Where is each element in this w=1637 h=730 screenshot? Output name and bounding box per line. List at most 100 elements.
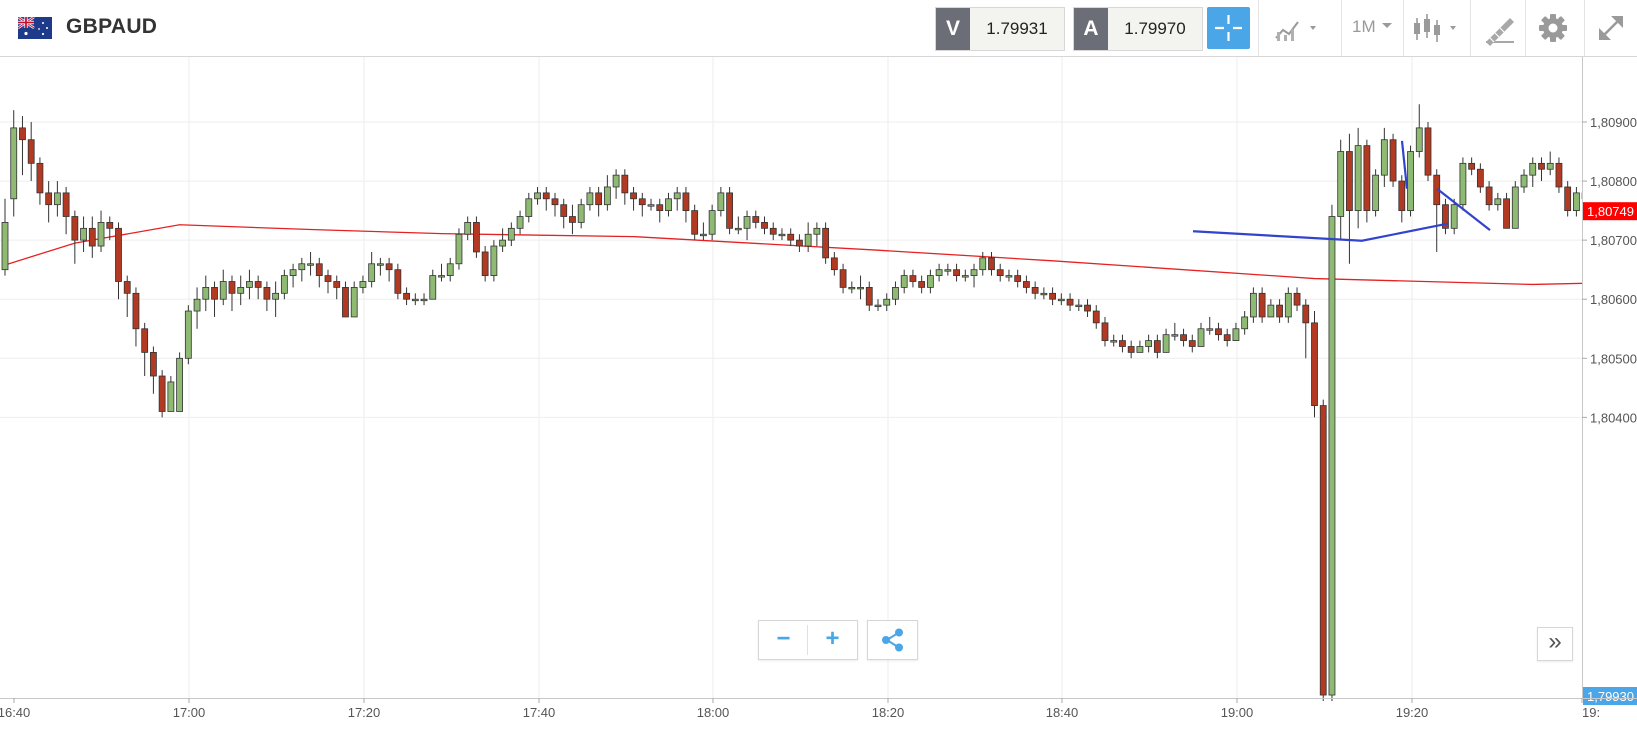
candle [1180, 328, 1187, 347]
share-icon [882, 628, 903, 652]
zoom-out-button[interactable]: − [776, 625, 791, 652]
candle [394, 263, 402, 300]
candle-body [167, 381, 175, 412]
candle-body [638, 198, 646, 206]
candle-body [1407, 151, 1414, 212]
candle [1363, 139, 1371, 223]
candle-body [115, 227, 122, 282]
buy-price-button[interactable]: A 1.79970 [1073, 7, 1203, 51]
chart-type-button[interactable] [1410, 8, 1468, 48]
crosshair-button[interactable] [1207, 7, 1250, 49]
candle [36, 157, 44, 205]
scroll-to-latest-button[interactable]: » [1537, 627, 1573, 661]
candle-body [1555, 162, 1563, 188]
time-tick-label: 18:40 [1046, 705, 1079, 720]
candle-body [1110, 340, 1118, 343]
candle [682, 186, 690, 223]
candle-body [944, 269, 952, 272]
candle [918, 275, 926, 294]
candle [167, 376, 175, 412]
candle-body [1066, 298, 1074, 306]
candle-body [464, 222, 472, 235]
candle [1372, 169, 1380, 217]
candle [1389, 133, 1397, 187]
candle [1084, 299, 1091, 317]
candle [1424, 121, 1432, 182]
candle-body [778, 233, 786, 237]
candle [1066, 293, 1074, 312]
candle-body [542, 192, 550, 200]
candle [1153, 334, 1161, 359]
share-button[interactable] [867, 620, 918, 660]
candle [621, 169, 629, 205]
gear-icon [1539, 14, 1567, 42]
trendline-drawing[interactable] [1400, 140, 1409, 189]
candle [420, 293, 428, 306]
candle-body [586, 192, 594, 206]
candle [106, 216, 114, 241]
candle [656, 198, 664, 223]
zoom-divider [807, 625, 808, 655]
candle-body [455, 233, 463, 265]
candle [193, 287, 201, 329]
candle [1101, 316, 1109, 347]
candle [342, 281, 349, 318]
candle [1249, 287, 1257, 323]
candle [150, 346, 157, 394]
candle-body [577, 204, 585, 223]
candle [202, 275, 210, 312]
candle [1276, 299, 1283, 323]
candle [848, 281, 856, 294]
candle-body [1415, 127, 1423, 152]
candle-body [1337, 151, 1345, 217]
chart-grid [0, 57, 1582, 698]
candle [80, 216, 87, 252]
candle [1538, 157, 1545, 182]
candle-body [1057, 298, 1065, 302]
candle-body [315, 263, 323, 276]
candle [778, 228, 786, 241]
candle [804, 222, 812, 252]
candle [813, 222, 821, 247]
candle-body [1232, 328, 1240, 341]
candle-body [830, 257, 838, 271]
settings-button[interactable] [1533, 8, 1573, 48]
candle-body [350, 287, 358, 318]
candle [996, 263, 1004, 282]
candle [446, 257, 454, 282]
candle [237, 275, 245, 306]
candle-body [411, 298, 419, 302]
candle [88, 216, 96, 258]
moving-average-line [4, 224, 1637, 286]
price-tick-label: 1,80500 [1590, 351, 1637, 366]
sell-price-button[interactable]: V 1.79931 [935, 7, 1065, 51]
trendline-drawing[interactable] [1436, 187, 1491, 231]
indicators-button[interactable] [1272, 8, 1330, 48]
candle-body [516, 216, 524, 229]
fullscreen-button[interactable] [1591, 8, 1631, 48]
candle-body [237, 287, 245, 294]
candle [141, 322, 149, 377]
candle-body [717, 192, 725, 212]
price-tick-label: 1,80900 [1590, 115, 1637, 130]
zoom-in-button[interactable]: + [825, 625, 840, 652]
candle [115, 222, 122, 300]
candle [743, 210, 751, 241]
candle [1398, 175, 1406, 223]
candle-body [865, 287, 873, 306]
candle-body [10, 127, 18, 200]
time-tick-label: 19:00 [1221, 705, 1254, 720]
candle [333, 275, 341, 300]
candle [254, 275, 262, 300]
candle-body [1494, 198, 1502, 206]
toolbar-divider [1403, 0, 1404, 56]
sell-price: 1.79931 [970, 8, 1064, 50]
candle-body [1529, 162, 1537, 176]
timeframe-dropdown[interactable]: 1M [1346, 8, 1398, 48]
candle [359, 275, 367, 294]
candle-body [848, 287, 856, 290]
bid-price-label: 1,79930 [1587, 689, 1634, 704]
trendline-drawing[interactable] [1192, 222, 1449, 242]
drawing-tools-button[interactable] [1480, 8, 1520, 48]
